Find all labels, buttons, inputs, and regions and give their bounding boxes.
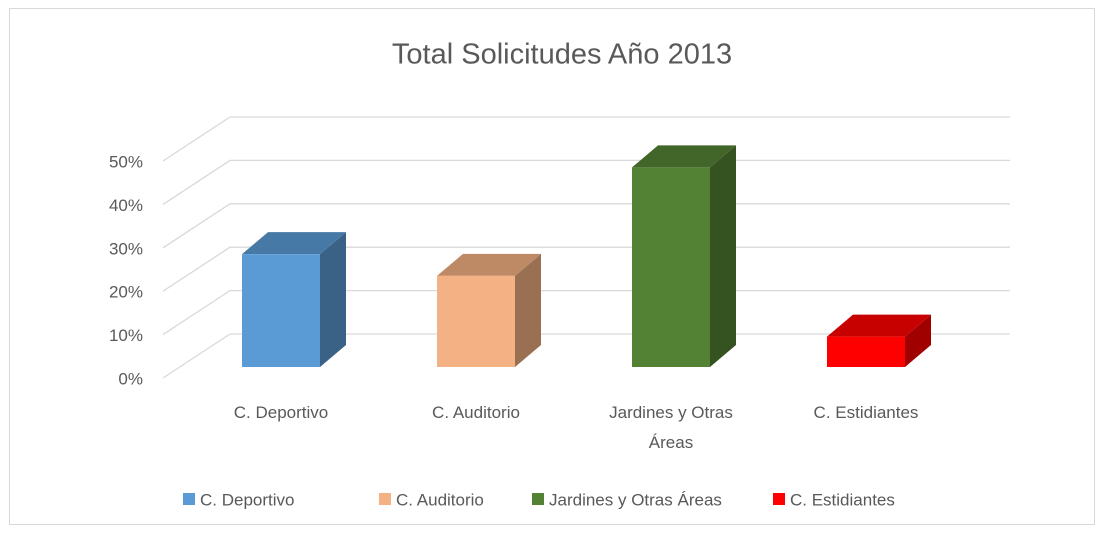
legend-label: Jardines y Otras Áreas (549, 490, 722, 509)
bar-side (320, 232, 346, 367)
grid-line (162, 333, 1010, 379)
bar-side (710, 145, 736, 367)
legend-label: C. Estidiantes (790, 490, 895, 509)
x-tick-label: Jardines y Otras Áreas (609, 403, 733, 452)
y-tick-label: 40% (109, 196, 143, 215)
legend-swatch (379, 493, 391, 505)
grid-line (162, 159, 1010, 205)
grid-line (162, 203, 1010, 249)
legend-swatch (532, 493, 544, 505)
legend-label: C. Auditorio (396, 490, 484, 509)
bar (242, 232, 346, 367)
y-tick-label: 30% (109, 239, 143, 258)
bar (632, 145, 736, 367)
bar-top (827, 314, 931, 337)
grid-line (162, 289, 1010, 336)
bar-side (905, 314, 931, 367)
legend-label: C. Deportivo (200, 490, 294, 509)
bar (437, 253, 541, 367)
x-tick-label: C. Auditorio (432, 403, 520, 422)
bar-front (437, 275, 515, 367)
y-tick-label: 0% (118, 369, 143, 388)
legend-swatch (773, 493, 785, 505)
bar (827, 314, 931, 367)
y-tick-label: 10% (109, 326, 143, 345)
y-tick-label: 20% (109, 283, 143, 302)
x-tick-label: C. Estidiantes (813, 403, 919, 422)
grid-line (162, 116, 1010, 162)
bar-front (242, 254, 320, 367)
bar-top (632, 145, 736, 168)
bar-front (632, 167, 710, 367)
bar-top (242, 232, 346, 255)
legend-swatch (183, 493, 195, 505)
bar-top (437, 253, 541, 276)
x-tick-label: C. Deportivo (233, 403, 329, 422)
bar-side (515, 253, 541, 367)
y-tick-label: 50% (109, 152, 143, 171)
grid-line (162, 246, 1010, 292)
chart-border (9, 8, 1095, 525)
bar-front (827, 336, 905, 367)
chart-title: Total Solicitudes Año 2013 (392, 39, 732, 71)
